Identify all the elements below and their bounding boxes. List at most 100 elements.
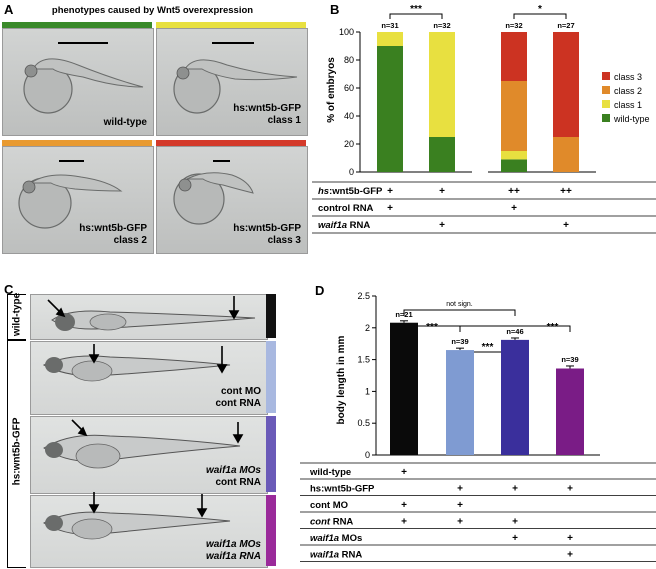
n-label: n=32 <box>505 21 522 30</box>
image-label-1: waif1a MOs <box>205 465 261 476</box>
row-label: waif1a RNA <box>318 220 370 231</box>
y-tick-label: 2.5 <box>357 291 370 301</box>
n-label: n=31 <box>381 21 398 30</box>
larva-picture <box>43 434 241 469</box>
bar-segment-class-3 <box>501 32 527 81</box>
body-length-bar-chart: 0 0.5 1 1.5 2 2.5 not sign. *** *** *** n=21 n=39… <box>300 291 656 562</box>
significance-label: not sign. <box>446 301 473 308</box>
significance-bracket <box>513 13 567 19</box>
y-tick-label: 1.5 <box>357 355 370 365</box>
bar-segment-class-2 <box>553 137 579 172</box>
image-label-2: waif1a RNA <box>205 551 261 562</box>
table-cell: + <box>457 517 463 528</box>
legend-swatch <box>602 114 610 122</box>
image-label-2: cont RNA <box>215 398 261 409</box>
y-tick-label: 100 <box>339 27 354 37</box>
table-cell: + <box>511 203 517 214</box>
row-label: hs:wnt5b-GFP <box>318 186 383 197</box>
n-label: n=39 <box>451 337 468 346</box>
image-label: hs:wnt5b-GFP <box>233 223 301 234</box>
bar <box>556 368 584 455</box>
image-class: class 1 <box>267 115 301 126</box>
significance-bracket <box>389 13 443 19</box>
color-strip <box>266 294 276 338</box>
table-cell: + <box>567 484 573 495</box>
side-label-transgenic: hs:wnt5b-GFP <box>11 417 23 486</box>
larva-picture <box>51 310 256 331</box>
bar-segment-wild-type <box>377 46 403 172</box>
panel-c-letter: C <box>4 282 14 297</box>
y-tick-label: 1 <box>365 386 370 396</box>
table-cell: + <box>401 500 407 511</box>
table-cell: + <box>567 533 573 544</box>
significance-label: *** <box>547 322 559 333</box>
table-cell: + <box>512 533 518 544</box>
color-strip <box>266 495 276 566</box>
panel-a-title: phenotypes caused by Wnt5 overexpression <box>51 5 254 16</box>
embryo-picture <box>173 59 298 114</box>
image-label-1: cont MO <box>221 386 261 397</box>
legend-swatch <box>602 86 610 94</box>
class-color-bar <box>2 22 152 28</box>
side-label-wild-type: wild-type <box>11 292 23 337</box>
table-cell: + <box>401 467 407 478</box>
legend-label: wild-type <box>613 114 650 124</box>
class-color-bar <box>2 140 152 146</box>
y-tick-label: 60 <box>344 83 354 93</box>
larva-picture <box>42 355 231 382</box>
table-cell: + <box>512 517 518 528</box>
y-tick-label: 80 <box>344 55 354 65</box>
row-label: cont MO <box>310 500 348 511</box>
bar-segment-class-1 <box>377 32 403 46</box>
scale-bar <box>59 160 84 162</box>
y-axis-label: % of embryos <box>326 57 337 123</box>
table-cell: + <box>457 500 463 511</box>
y-tick-label: 2 <box>365 323 370 333</box>
table-cell: + <box>567 550 573 561</box>
row-label: control RNA <box>318 203 374 214</box>
legend-label: class 1 <box>614 100 642 110</box>
image-label: hs:wnt5b-GFP <box>79 223 147 234</box>
n-label: n=46 <box>506 327 523 336</box>
panel-a-letter: A <box>4 2 14 17</box>
embryo-picture <box>23 58 144 114</box>
row-label: wild-type <box>309 467 351 478</box>
legend-label: class 3 <box>614 72 642 82</box>
table-cell: ++ <box>560 186 572 197</box>
scale-bar <box>58 42 108 44</box>
y-axis-label: body length in mm <box>336 335 347 424</box>
scale-bar <box>213 160 230 162</box>
image-label-2: cont RNA <box>215 477 261 488</box>
bar <box>446 350 474 455</box>
image-label-1: waif1a MOs <box>205 539 261 550</box>
bar <box>501 339 529 455</box>
row-label: cont RNA <box>310 517 353 528</box>
legend-swatch <box>602 72 610 80</box>
n-label: n=21 <box>395 310 412 319</box>
y-tick-label: 0.5 <box>357 418 370 428</box>
table-cell: + <box>439 220 445 231</box>
legend-label: class 2 <box>614 86 642 96</box>
significance-label: * <box>538 4 542 15</box>
n-label: n=39 <box>561 355 578 364</box>
row-label: hs:wnt5b-GFP <box>310 484 375 495</box>
bar-segment-class-1 <box>501 151 527 160</box>
bar <box>390 322 418 455</box>
row-label: waif1a RNA <box>310 550 362 561</box>
embryo-picture <box>173 172 254 225</box>
image-label: hs:wnt5b-GFP <box>233 103 301 114</box>
transgenic-bracket <box>7 340 26 568</box>
table-cell: + <box>457 484 463 495</box>
bar-segment-class-1 <box>429 32 455 137</box>
significance-label: *** <box>410 4 422 15</box>
color-strip <box>266 341 276 413</box>
table-cell: + <box>563 220 569 231</box>
scale-bar <box>212 42 254 44</box>
legend: class 3 class 2 class 1 wild-type <box>602 72 650 124</box>
table-cell: + <box>387 203 393 214</box>
panel-b-letter: B <box>330 2 340 17</box>
bar-segment-class-2 <box>501 81 527 151</box>
table-cell: ++ <box>508 186 520 197</box>
n-label: n=32 <box>433 21 450 30</box>
